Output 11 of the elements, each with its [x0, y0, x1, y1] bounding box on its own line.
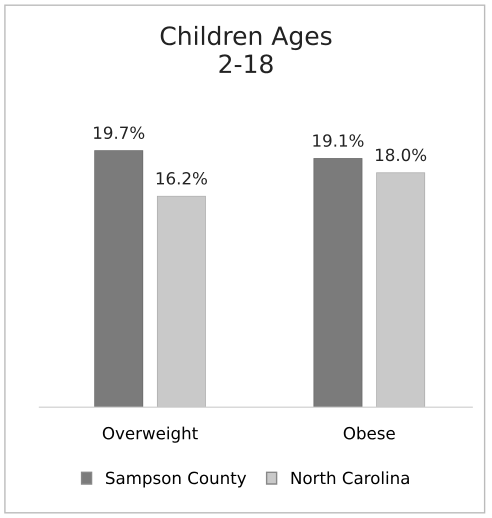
data-label: 19.7% — [94, 126, 144, 140]
chart-title: Children Ages 2-18 — [160, 26, 332, 74]
data-label: 16.2% — [156, 172, 207, 185]
x-tick-label: Overweight — [102, 426, 198, 443]
bar — [313, 158, 362, 408]
legend-label: North Carolina — [292, 471, 409, 484]
bar — [94, 150, 144, 408]
legend-label: Sampson County — [106, 472, 246, 488]
data-label: 19.1% — [313, 134, 364, 147]
data-label: 18.0% — [376, 148, 426, 162]
x-tick-label: Obese — [344, 426, 395, 440]
